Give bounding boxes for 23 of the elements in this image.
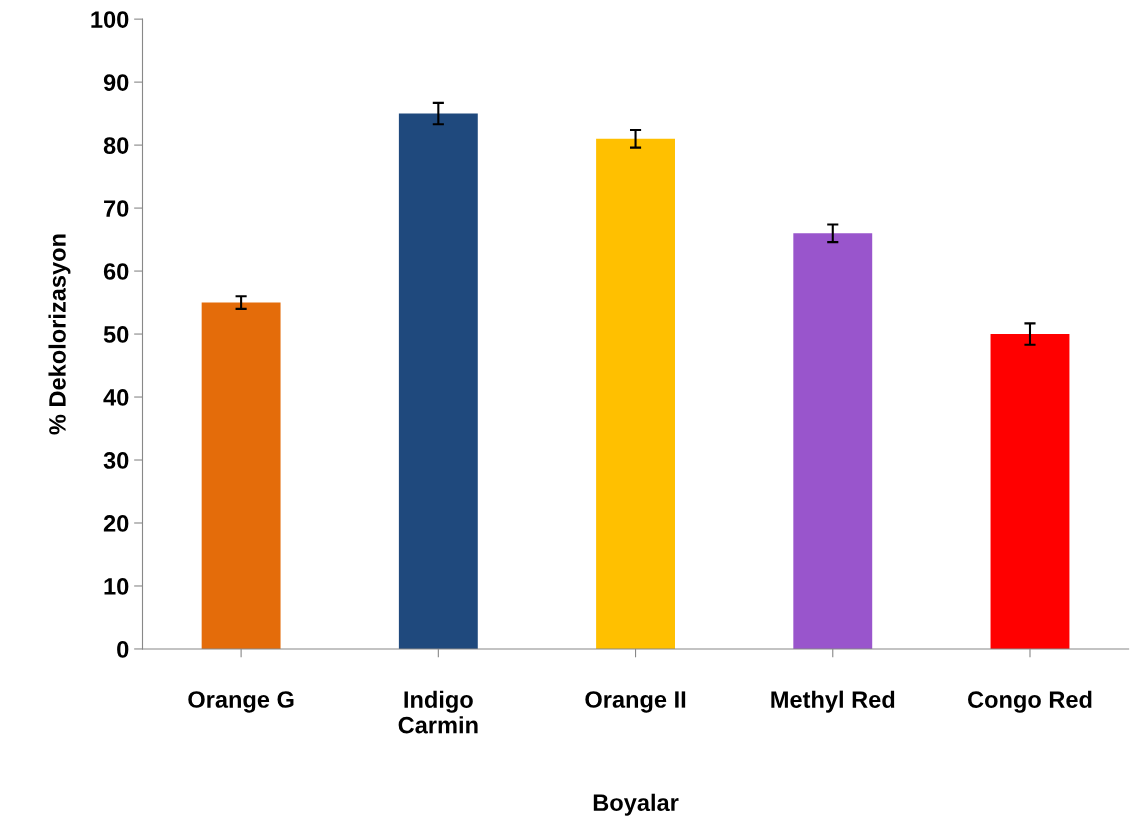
x-axis-title: Boyalar bbox=[593, 793, 679, 816]
y-tick-label: 100 bbox=[91, 11, 129, 28]
x-tick-label: Orange II bbox=[585, 691, 686, 713]
bar bbox=[398, 113, 478, 649]
y-tick-label: 30 bbox=[103, 452, 129, 469]
x-tick-label: Orange G bbox=[188, 691, 294, 713]
y-tick-label: 90 bbox=[103, 74, 129, 91]
x-tick-label: Indigo Carmin bbox=[398, 690, 478, 734]
y-tick-label: 0 bbox=[117, 641, 129, 658]
y-tick-label: 10 bbox=[104, 578, 129, 595]
y-tick-label: 20 bbox=[103, 515, 129, 532]
y-tick-label: 50 bbox=[103, 326, 129, 343]
bar bbox=[201, 302, 281, 649]
y-tick-label: 60 bbox=[103, 263, 129, 280]
y-tick-label: 40 bbox=[103, 389, 129, 406]
y-axis-title: % Dekolorizasyon bbox=[48, 234, 71, 435]
bar bbox=[793, 233, 873, 649]
x-tick-label: Methyl Red bbox=[771, 690, 895, 713]
x-tick-label: Congo Red bbox=[968, 690, 1092, 713]
bar bbox=[990, 334, 1070, 649]
y-tick-label: 70 bbox=[104, 200, 129, 217]
y-tick-label: 80 bbox=[103, 137, 129, 154]
bar bbox=[596, 138, 675, 649]
